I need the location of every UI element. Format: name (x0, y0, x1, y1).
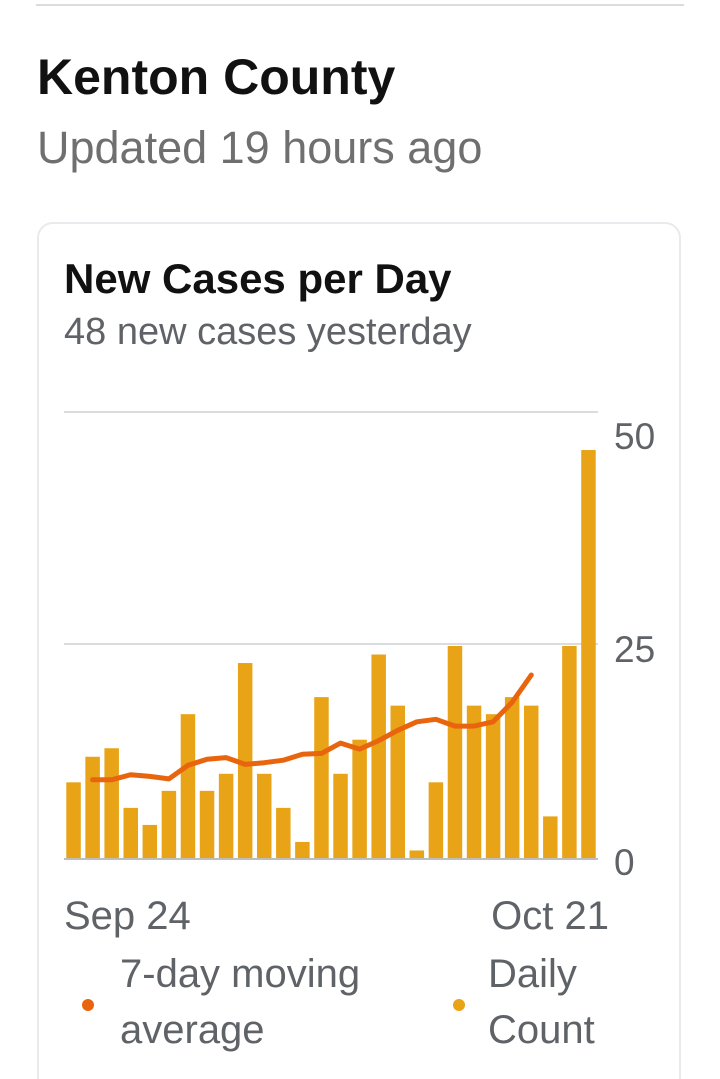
moving-average-line (90, 672, 534, 783)
moving-average-legend-dot (82, 999, 94, 1011)
bar-sep-27 (123, 807, 138, 859)
bar-oct-16 (485, 714, 501, 859)
county-title: Kenton County (37, 49, 396, 105)
y-tick-label-0: 0 (614, 842, 635, 883)
bar-sep-26 (104, 748, 119, 859)
top-divider (36, 4, 684, 6)
bar-oct-13 (428, 782, 444, 859)
bar-oct-4 (257, 773, 272, 859)
x-tick-label-start: Sep 24 (64, 894, 191, 938)
bar-oct-19 (543, 816, 558, 859)
bar-oct-1 (199, 790, 215, 859)
bar-oct-18 (524, 705, 539, 859)
bar-oct-8 (333, 773, 348, 859)
chart-title: New Cases per Day (64, 255, 452, 302)
bar-oct-7 (314, 697, 329, 859)
bar-oct-6 (295, 841, 310, 859)
bar-sep-29 (161, 790, 177, 859)
bar-oct-15 (466, 705, 482, 859)
bar-oct-11 (390, 705, 405, 859)
x-tick-label-end: Oct 21 (491, 894, 609, 938)
y-tick-label-25: 25 (614, 629, 655, 670)
bar-oct-12 (409, 850, 425, 859)
chart-subtitle: 48 new cases yesterday (64, 311, 472, 353)
bar-oct-14 (447, 646, 463, 859)
bar-sep-30 (180, 714, 196, 859)
updated-timestamp: Updated 19 hours ago (37, 122, 483, 173)
y-tick-label-50: 50 (614, 416, 655, 457)
bar-oct-2 (218, 773, 234, 859)
bar-oct-21 (581, 450, 596, 859)
bar-oct-17 (504, 697, 520, 859)
daily-count-legend-dot (453, 999, 465, 1011)
bar-sep-24 (66, 782, 81, 859)
bar-sep-25 (85, 756, 100, 859)
bar-oct-3 (237, 663, 253, 859)
bar-sep-28 (142, 824, 158, 859)
bar-oct-5 (276, 807, 291, 859)
daily-count-legend-label: Daily Count (488, 952, 595, 1052)
bar-oct-10 (371, 654, 386, 859)
bar-oct-20 (562, 646, 577, 859)
bar-oct-9 (352, 739, 367, 859)
moving-average-legend-label: 7-day moving average (120, 952, 361, 1052)
